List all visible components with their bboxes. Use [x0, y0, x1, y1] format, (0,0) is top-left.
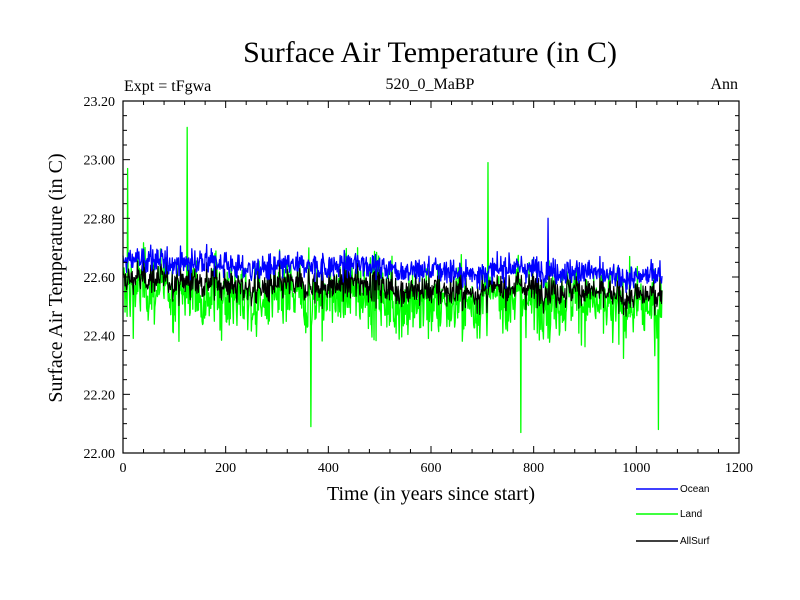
- y-axis-title: Surface Air Temperature (in C): [45, 153, 67, 402]
- x-tick-label: 1000: [622, 461, 650, 476]
- x-tick-label: 400: [318, 461, 339, 476]
- legend-label-land: Land: [680, 509, 702, 520]
- x-tick-label: 0: [120, 461, 127, 476]
- axes-layer: 0 200 400 600 800 1000 1200 22.00 22.20 22.40 22.6…: [84, 95, 754, 476]
- run-label: 520_0_MaBP: [386, 76, 475, 93]
- series-ocean: [122, 217, 663, 294]
- y-tick-label: 22.20: [84, 388, 116, 403]
- series-land: [122, 126, 663, 434]
- experiment-label: Expt = tFgwa: [124, 78, 211, 95]
- x-axis-title: Time (in years since start): [327, 483, 535, 505]
- y-tick-label: 22.80: [84, 212, 116, 227]
- legend: Ocean Land AllSurf: [636, 484, 710, 547]
- y-tick-label: 23.00: [84, 154, 116, 169]
- series-allsurf: [122, 257, 663, 317]
- x-tick-label: 200: [215, 461, 236, 476]
- legend-label-allsurf: AllSurf: [680, 536, 710, 547]
- x-tick-label: 1200: [725, 461, 753, 476]
- x-tick-label: 800: [523, 461, 544, 476]
- period-label: Ann: [710, 76, 738, 93]
- series-layer: [122, 126, 663, 434]
- y-tick-label: 22.00: [84, 447, 116, 462]
- legend-label-ocean: Ocean: [680, 484, 709, 495]
- y-tick-label: 22.40: [84, 330, 116, 345]
- y-tick-label: 22.60: [84, 271, 116, 286]
- chart-title: Surface Air Temperature (in C): [243, 36, 617, 69]
- y-tick-label: 23.20: [84, 95, 116, 110]
- x-tick-label: 600: [421, 461, 442, 476]
